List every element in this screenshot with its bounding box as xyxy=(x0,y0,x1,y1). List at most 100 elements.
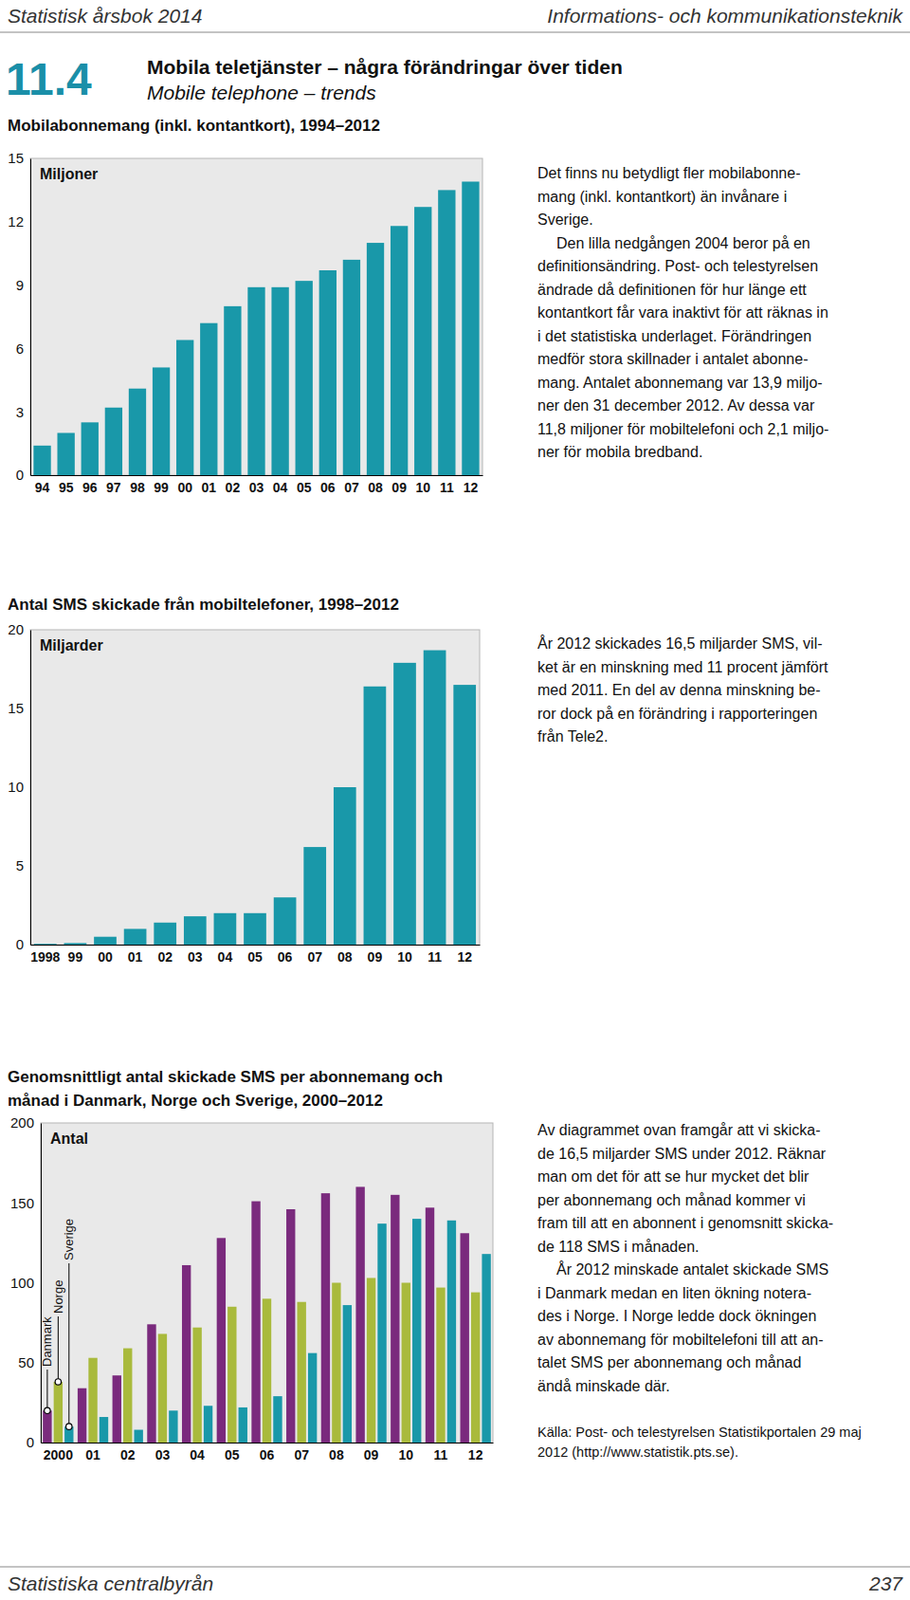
bars xyxy=(33,181,479,475)
tick: 100 xyxy=(10,1274,41,1291)
tick-label: 94 xyxy=(35,479,51,495)
tick-label: 08 xyxy=(337,948,353,965)
tick: 09 xyxy=(367,944,383,965)
tick: 2000 xyxy=(43,1441,73,1462)
legend-label: Sverige xyxy=(61,1218,76,1260)
bar xyxy=(331,1282,341,1443)
tick-label: 04 xyxy=(273,479,289,495)
tick-label: 00 xyxy=(177,479,193,495)
tick-label: 01 xyxy=(201,479,218,495)
y-axis: 03691215 xyxy=(7,149,31,483)
footer-rule xyxy=(0,1565,910,1567)
paragraph-line: de 118 SMS i månaden. xyxy=(537,1237,699,1255)
bar xyxy=(390,1194,400,1442)
bar xyxy=(377,1222,386,1442)
tick-label: 04 xyxy=(189,1446,205,1462)
tick: 50 xyxy=(18,1353,41,1370)
footer: Statistiska centralbyrån xyxy=(7,1571,214,1594)
paragraph-line: ror dock på en förändring i rapportering… xyxy=(537,705,818,722)
bar xyxy=(133,1429,143,1442)
bar xyxy=(238,1406,248,1442)
tick-label: 0 xyxy=(26,1433,35,1450)
section-number: 11.4 xyxy=(5,54,92,105)
bar xyxy=(423,650,447,945)
bar xyxy=(93,936,117,945)
legend-marker xyxy=(54,1378,61,1384)
tick-label: 12 xyxy=(468,1446,484,1462)
bar xyxy=(343,259,361,475)
bar xyxy=(34,943,57,945)
bar xyxy=(271,287,289,475)
tick-label: 05 xyxy=(247,948,263,965)
paragraph-line: Av diagrammet ovan framgår att vi skicka… xyxy=(537,1121,820,1138)
bar xyxy=(153,922,177,945)
tick: 95 xyxy=(58,474,74,495)
bar xyxy=(42,1409,52,1442)
axis-line xyxy=(40,1123,42,1443)
paragraph-line: ändrade då definitionen för hur länge et… xyxy=(537,281,807,298)
tick: 00 xyxy=(97,944,113,965)
bar xyxy=(401,1282,411,1443)
bar xyxy=(227,1306,237,1442)
paragraph-line: Sverige. xyxy=(537,211,594,228)
paragraph-line: man om det för att se hur mycket det bli… xyxy=(537,1167,810,1184)
tick-label: 20 xyxy=(7,620,24,637)
bar xyxy=(176,339,194,475)
tick-label: 09 xyxy=(391,479,407,495)
tick-label: 07 xyxy=(344,479,360,495)
bar xyxy=(112,1374,122,1442)
tick-label: 04 xyxy=(218,948,234,965)
bar xyxy=(333,786,357,945)
axis-line xyxy=(31,474,484,476)
bar xyxy=(461,181,479,475)
tick: 0 xyxy=(16,935,31,952)
paragraph-line: ket är en minskning med 11 procent jämfö… xyxy=(537,658,829,675)
tick: 96 xyxy=(82,474,98,495)
legend: DanmarkNorgeSverige xyxy=(39,1218,76,1429)
x-axis: 19989900010203040506070809101112 xyxy=(30,944,480,965)
paragraph-line: mang. Antalet abonnemang var 13,9 miljo- xyxy=(537,374,823,391)
bar xyxy=(64,942,88,945)
paragraph-line: 11,8 miljoner för mobiltelefoni och 2,1 … xyxy=(537,420,829,437)
tick-label: 08 xyxy=(367,479,383,495)
legend-label: Norge xyxy=(51,1279,66,1313)
tick-label: 06 xyxy=(277,948,293,965)
bar xyxy=(146,1323,156,1442)
x-axis: 2000010203040506070809101112 xyxy=(41,1441,494,1462)
bar xyxy=(366,1276,376,1442)
tick: 09 xyxy=(391,474,407,495)
paragraph-line: År 2012 minskade antalet skickade SMS xyxy=(556,1259,829,1277)
tick: 0 xyxy=(16,466,31,483)
tick-label: 0 xyxy=(16,935,24,952)
tick: 08 xyxy=(337,944,353,965)
tick: 3 xyxy=(16,403,31,420)
tick: 97 xyxy=(106,474,122,495)
paragraph-line: fram till att en abonnent i genomsnitt s… xyxy=(537,1214,834,1231)
bar xyxy=(453,684,476,945)
bar xyxy=(481,1253,491,1442)
header-rule xyxy=(0,32,910,34)
chart: 0510152019989900010203040506070809101112… xyxy=(7,620,480,965)
tick-label: 02 xyxy=(225,479,241,495)
bar xyxy=(471,1292,480,1442)
bar xyxy=(168,1409,178,1442)
tick: 06 xyxy=(277,944,293,965)
section-subtitle: Mobile telephone – trends xyxy=(146,81,377,104)
tick: 99 xyxy=(68,944,84,965)
tick: 6 xyxy=(16,340,31,357)
tick-label: 50 xyxy=(18,1353,35,1370)
axis-line xyxy=(31,944,481,946)
bar xyxy=(200,323,218,475)
paragraph-line: talet SMS per abonnemang och månad xyxy=(537,1353,801,1370)
tick-label: 11 xyxy=(439,479,455,495)
paragraph-line: des i Norge. I Norge ledde dock ökningen xyxy=(537,1307,817,1324)
tick: 08 xyxy=(367,474,383,495)
tick: 20 xyxy=(7,620,31,637)
tick-label: 99 xyxy=(153,479,169,495)
tick-label: 12 xyxy=(456,948,473,965)
tick-label: 01 xyxy=(127,948,144,965)
tick: 12 xyxy=(468,1441,484,1462)
tick-label: 08 xyxy=(328,1446,345,1462)
bar xyxy=(447,1219,456,1442)
axis-line xyxy=(41,1441,494,1443)
